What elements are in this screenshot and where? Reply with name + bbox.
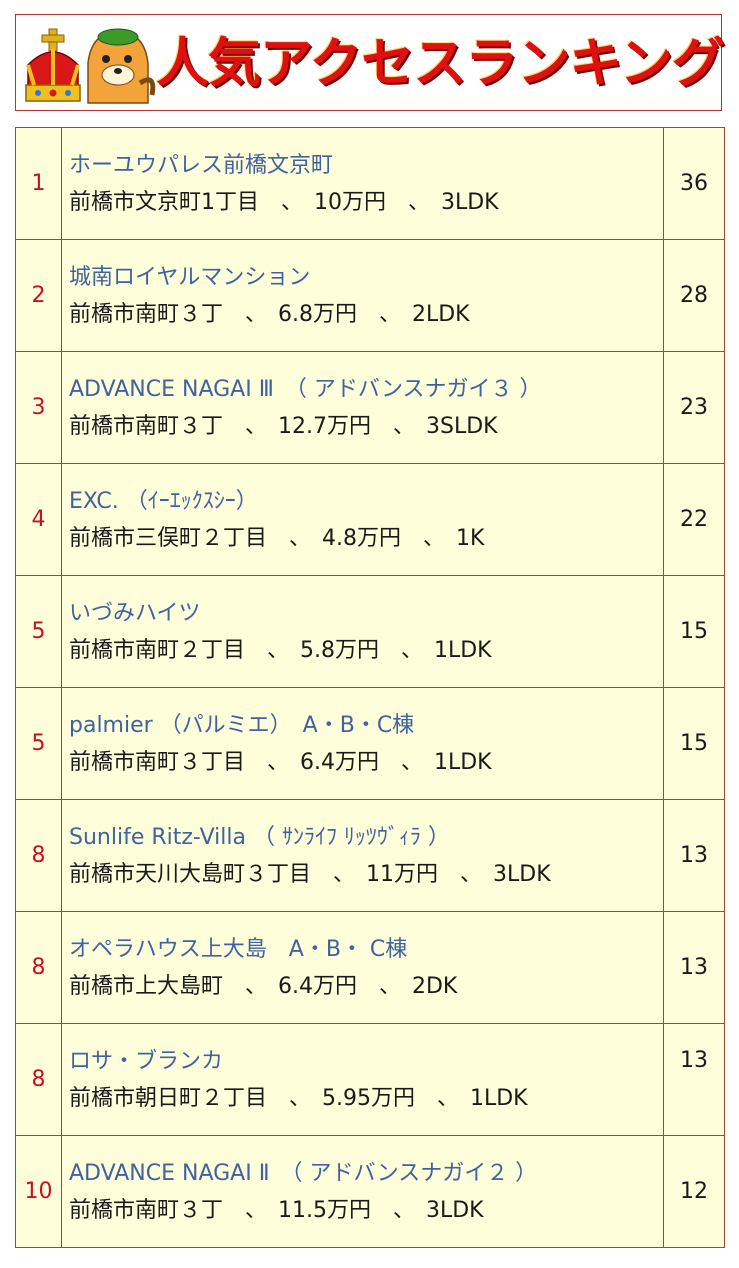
rank-cell: 8 [15,1023,62,1136]
ranking-table: 1 ホーユウパレス前橋文京町 前橋市文京町1丁目 、 10万円 、 3LDK 3… [15,127,725,1248]
property-detail: 前橋市文京町1丁目 、 10万円 、 3LDK [69,189,499,215]
property-detail: 前橋市天川大島町３丁目 、 11万円 、 3LDK [69,861,551,887]
access-count: 13 [663,1023,725,1136]
property-info: palmier （パルミエ） A・B・C棟 前橋市南町３丁目 、 6.4万円 、… [61,687,664,800]
ranking-banner: 人気アクセスランキング [15,14,725,111]
property-link[interactable]: ADVANCE NAGAI Ⅱ （ アドバンスナガイ２ ） [69,1160,538,1186]
rank-cell: 2 [15,239,62,352]
table-row[interactable]: 4 EXC. （ｲｰｴｯｸｽｼｰ） 前橋市三俣町２丁目 、 4.8万円 、 1K… [15,463,725,576]
table-row[interactable]: 5 palmier （パルミエ） A・B・C棟 前橋市南町３丁目 、 6.4万円… [15,687,725,800]
access-count: 15 [663,687,725,800]
property-info: ロサ・ブランカ 前橋市朝日町２丁目 、 5.95万円 、 1LDK [61,1023,664,1136]
property-link[interactable]: オペラハウス上大島 A・B・ C棟 [69,936,408,962]
property-link[interactable]: palmier （パルミエ） A・B・C棟 [69,712,415,738]
property-link[interactable]: ADVANCE NAGAI Ⅲ （ アドバンスナガイ３ ） [69,376,542,402]
crown-icon [25,28,81,102]
table-row[interactable]: 8 オペラハウス上大島 A・B・ C棟 前橋市上大島町 、 6.4万円 、 2D… [15,911,725,1024]
property-link[interactable]: いづみハイツ [69,600,201,626]
access-count: 12 [663,1135,725,1248]
rank-cell: 8 [15,911,62,1024]
mascot-icon [87,28,156,104]
property-detail: 前橋市南町３丁目 、 6.4万円 、 1LDK [69,749,492,775]
property-detail: 前橋市南町３丁 、 11.5万円 、 3LDK [69,1197,484,1223]
property-info: ADVANCE NAGAI Ⅱ （ アドバンスナガイ２ ） 前橋市南町３丁 、 … [61,1135,664,1248]
access-count: 23 [663,351,725,464]
access-count: 36 [663,127,725,240]
property-link[interactable]: Sunlife Ritz-Villa （ ｻﾝﾗｲﾌ ﾘｯﾂｳﾞｨﾗ ） [69,824,450,850]
property-info: 城南ロイヤルマンション 前橋市南町３丁 、 6.8万円 、 2LDK [61,239,664,352]
property-link[interactable]: ロサ・ブランカ [69,1048,224,1074]
rank-cell: 4 [15,463,62,576]
property-info: ADVANCE NAGAI Ⅲ （ アドバンスナガイ３ ） 前橋市南町３丁 、 … [61,351,664,464]
property-link[interactable]: EXC. （ｲｰｴｯｸｽｼｰ） [69,488,258,514]
table-row[interactable]: 8 ロサ・ブランカ 前橋市朝日町２丁目 、 5.95万円 、 1LDK 13 [15,1023,725,1136]
property-detail: 前橋市南町２丁目 、 5.8万円 、 1LDK [69,637,492,663]
property-detail: 前橋市南町３丁 、 6.8万円 、 2LDK [69,301,470,327]
table-row[interactable]: 2 城南ロイヤルマンション 前橋市南町３丁 、 6.8万円 、 2LDK 28 [15,239,725,352]
rank-cell: 5 [15,575,62,688]
access-count: 15 [663,575,725,688]
page-title: 人気アクセスランキング [156,33,725,94]
property-detail: 前橋市朝日町２丁目 、 5.95万円 、 1LDK [69,1085,528,1111]
access-count: 13 [663,799,725,912]
access-count: 22 [663,463,725,576]
property-info: Sunlife Ritz-Villa （ ｻﾝﾗｲﾌ ﾘｯﾂｳﾞｨﾗ ） 前橋市… [61,799,664,912]
property-detail: 前橋市三俣町２丁目 、 4.8万円 、 1K [69,525,485,551]
property-detail: 前橋市上大島町 、 6.4万円 、 2DK [69,973,458,999]
rank-cell: 5 [15,687,62,800]
table-row[interactable]: 3 ADVANCE NAGAI Ⅲ （ アドバンスナガイ３ ） 前橋市南町３丁 … [15,351,725,464]
rank-cell: 1 [15,127,62,240]
property-info: ホーユウパレス前橋文京町 前橋市文京町1丁目 、 10万円 、 3LDK [61,127,664,240]
property-link[interactable]: 城南ロイヤルマンション [69,264,311,290]
property-link[interactable]: ホーユウパレス前橋文京町 [69,152,334,178]
table-row[interactable]: 8 Sunlife Ritz-Villa （ ｻﾝﾗｲﾌ ﾘｯﾂｳﾞｨﾗ ） 前… [15,799,725,912]
access-count: 13 [663,911,725,1024]
rank-cell: 8 [15,799,62,912]
table-row[interactable]: 10 ADVANCE NAGAI Ⅱ （ アドバンスナガイ２ ） 前橋市南町３丁… [15,1135,725,1248]
access-count: 28 [663,239,725,352]
table-row[interactable]: 1 ホーユウパレス前橋文京町 前橋市文京町1丁目 、 10万円 、 3LDK 3… [15,127,725,240]
rank-cell: 10 [15,1135,62,1248]
property-info: オペラハウス上大島 A・B・ C棟 前橋市上大島町 、 6.4万円 、 2DK [61,911,664,1024]
property-detail: 前橋市南町３丁 、 12.7万円 、 3SLDK [69,413,498,439]
table-row[interactable]: 5 いづみハイツ 前橋市南町２丁目 、 5.8万円 、 1LDK 15 [15,575,725,688]
rank-cell: 3 [15,351,62,464]
property-info: EXC. （ｲｰｴｯｸｽｼｰ） 前橋市三俣町２丁目 、 4.8万円 、 1K [61,463,664,576]
property-info: いづみハイツ 前橋市南町２丁目 、 5.8万円 、 1LDK [61,575,664,688]
